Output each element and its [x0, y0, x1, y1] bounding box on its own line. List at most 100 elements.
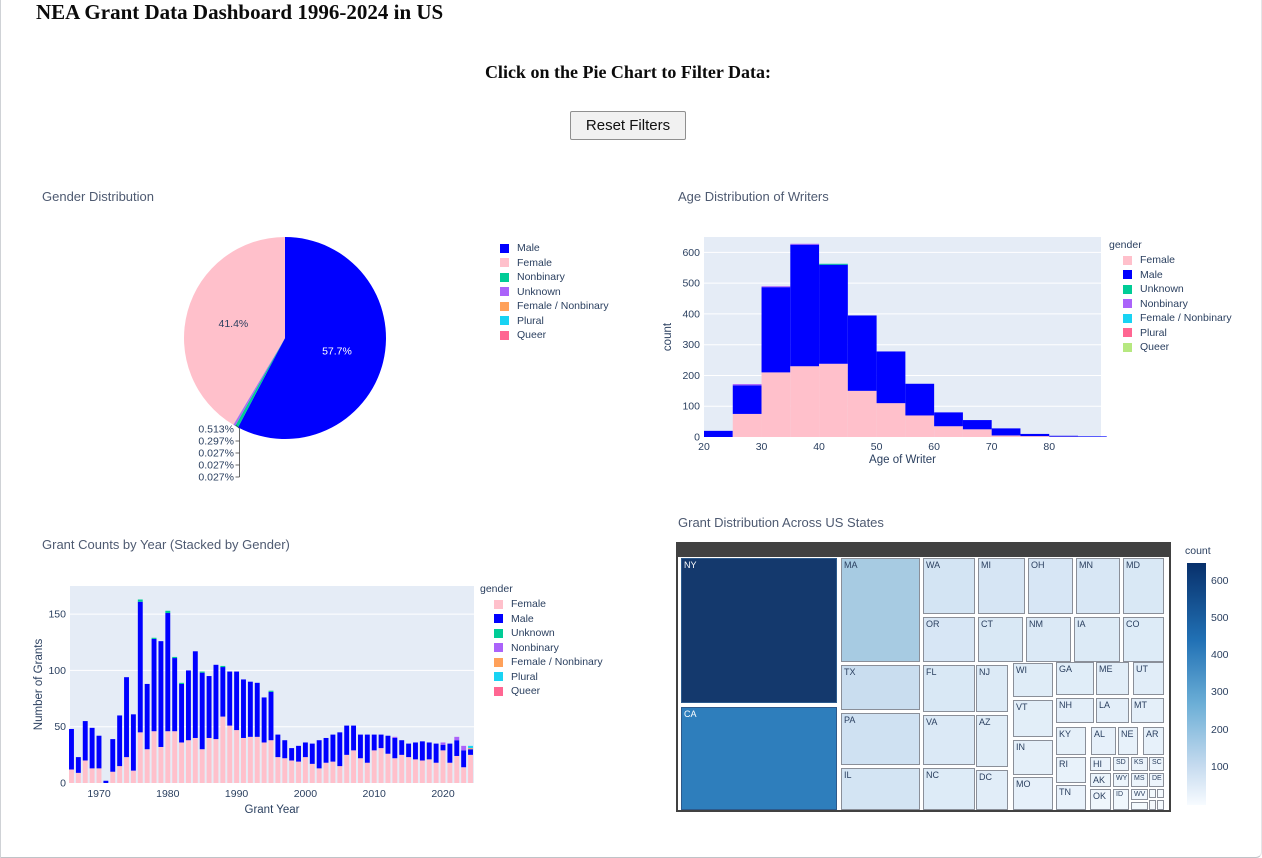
treemap-cell-mo[interactable]: MO	[1013, 777, 1053, 810]
year-legend-item[interactable]: Queer	[480, 684, 603, 699]
treemap-cell-ga[interactable]: GA	[1056, 662, 1094, 695]
age-legend-item[interactable]: Unknown	[1109, 282, 1232, 297]
histogram-bar-segment	[934, 412, 963, 427]
reset-filters-button[interactable]: Reset Filters	[569, 111, 687, 140]
pie-legend-item[interactable]: Female	[486, 256, 609, 271]
pie-slice-unknown[interactable]	[233, 338, 285, 426]
treemap-cell-ok[interactable]: OK	[1090, 789, 1111, 810]
treemap-cell-mt[interactable]: MT	[1131, 698, 1164, 723]
pie-legend-item[interactable]: Plural	[486, 314, 609, 329]
pie-slice-queer[interactable]	[233, 338, 285, 425]
treemap-cell-ny[interactable]: NY	[681, 558, 837, 703]
treemap-cell-dc[interactable]: DC	[976, 770, 1008, 810]
pie-legend-item[interactable]: Unknown	[486, 285, 609, 300]
treemap-cell-wy[interactable]: WY	[1113, 773, 1129, 787]
treemap-cell-vt[interactable]: VT	[1013, 700, 1053, 737]
year-legend-item[interactable]: Unknown	[480, 626, 603, 641]
year-legend-item[interactable]: Plural	[480, 670, 603, 685]
gender-pie-chart[interactable]: 57.7%41.4%0.513%0.297%0.027%0.027%0.027%	[161, 215, 471, 485]
legend-label: Unknown	[1140, 283, 1184, 296]
age-legend-item[interactable]: Nonbinary	[1109, 297, 1232, 312]
treemap-cell-ri[interactable]: RI	[1056, 757, 1086, 783]
pie-slice-nonbinary[interactable]	[235, 338, 285, 428]
treemap-cell-il[interactable]: IL	[841, 768, 920, 810]
treemap-cell-ct[interactable]: CT	[978, 617, 1023, 662]
treemap-cell-ak[interactable]: AK	[1090, 773, 1111, 787]
treemap-cell-pa[interactable]: PA	[841, 713, 920, 765]
year-legend-item[interactable]: Female / Nonbinary	[480, 655, 603, 670]
treemap-cell-small[interactable]	[1131, 802, 1148, 810]
pie-slice-plural[interactable]	[233, 338, 285, 425]
treemap-cell-small[interactable]	[1149, 789, 1156, 798]
pie-legend-item[interactable]: Female / Nonbinary	[486, 299, 609, 314]
year-legend-item[interactable]: Female	[480, 597, 603, 612]
year-legend-item[interactable]: Nonbinary	[480, 641, 603, 656]
age-legend-item[interactable]: Plural	[1109, 326, 1232, 341]
treemap-cell-al[interactable]: AL	[1091, 727, 1116, 755]
treemap-cell-az[interactable]: AZ	[976, 715, 1008, 767]
age-legend-item[interactable]: Female	[1109, 253, 1232, 268]
treemap-cell-small[interactable]	[1157, 789, 1164, 798]
pie-legend-item[interactable]: Queer	[486, 328, 609, 343]
treemap-cell-wi[interactable]: WI	[1013, 663, 1053, 697]
pie-legend-item[interactable]: Male	[486, 241, 609, 256]
year-bar-segment	[151, 638, 157, 732]
treemap-cell-ia[interactable]: IA	[1074, 617, 1120, 662]
treemap-cell-co[interactable]: CO	[1123, 617, 1164, 662]
treemap-cell-id[interactable]: ID	[1113, 789, 1129, 810]
year-bar-segment	[254, 736, 260, 783]
treemap-cell-ut[interactable]: UT	[1133, 662, 1164, 695]
treemap-cell-fl[interactable]: FL	[923, 665, 975, 712]
treemap-cell-ca[interactable]: CA	[681, 707, 837, 810]
histogram-bar-segment	[905, 383, 935, 416]
treemap-cell-nm[interactable]: NM	[1026, 617, 1071, 662]
treemap-cell-nc[interactable]: NC	[923, 768, 975, 810]
treemap-cell-ne[interactable]: NE	[1118, 727, 1138, 755]
treemap-cell-sd[interactable]: SD	[1113, 757, 1129, 771]
age-legend-item[interactable]: Male	[1109, 268, 1232, 283]
colorbar-tick: 600	[1211, 574, 1229, 587]
pie-slice-female[interactable]	[183, 237, 285, 425]
treemap-cell-tx[interactable]: TX	[841, 665, 920, 710]
treemap-cell-ar[interactable]: AR	[1143, 727, 1164, 755]
treemap-cell-nj[interactable]: NJ	[976, 665, 1008, 712]
treemap-root-bar[interactable]	[678, 544, 1169, 557]
pie-legend-item[interactable]: Nonbinary	[486, 270, 609, 285]
treemap-cell-oh[interactable]: OH	[1028, 558, 1073, 614]
treemap-cell-va[interactable]: VA	[923, 715, 975, 765]
treemap-cell-ms[interactable]: MS	[1131, 773, 1148, 787]
pie-slice-male[interactable]	[238, 237, 386, 439]
treemap-cell-md[interactable]: MD	[1123, 558, 1164, 614]
treemap-cell-wv[interactable]: WV	[1131, 789, 1148, 800]
treemap-cell-de[interactable]: DE	[1149, 773, 1164, 787]
year-bar-segment	[151, 731, 157, 783]
year-bar-segment	[302, 742, 308, 758]
age-legend-item[interactable]: Queer	[1109, 340, 1232, 355]
treemap-cell-me[interactable]: ME	[1096, 662, 1129, 695]
treemap-cell-in[interactable]: IN	[1013, 740, 1053, 775]
treemap-cell-ma[interactable]: MA	[841, 558, 920, 662]
treemap-cell-wa[interactable]: WA	[923, 558, 975, 614]
year-bar-segment	[69, 769, 74, 783]
pie-slice-female-nonbinary[interactable]	[233, 338, 285, 425]
treemap-cell-mi[interactable]: MI	[978, 558, 1025, 614]
year-bar-segment	[351, 725, 357, 751]
treemap-cell-nh[interactable]: NH	[1056, 698, 1094, 723]
treemap-cell-ks[interactable]: KS	[1131, 757, 1148, 771]
year-bar-segment	[385, 735, 391, 754]
legend-label: Plural	[517, 314, 544, 327]
histogram-bar-segment	[905, 415, 935, 437]
treemap-cell-hi[interactable]: HI	[1090, 757, 1111, 771]
treemap-cell-tn[interactable]: TN	[1056, 785, 1086, 810]
year-bar-segment	[461, 745, 467, 751]
age-legend-item[interactable]: Female / Nonbinary	[1109, 311, 1232, 326]
year-legend-item[interactable]: Male	[480, 612, 603, 627]
treemap-cell-mn[interactable]: MN	[1076, 558, 1120, 614]
treemap-cell-small[interactable]	[1149, 800, 1156, 810]
treemap-cell-ky[interactable]: KY	[1056, 727, 1086, 755]
treemap-cell-sc[interactable]: SC	[1149, 757, 1164, 771]
treemap-cell-or[interactable]: OR	[923, 617, 975, 662]
year-bar-segment	[385, 753, 391, 783]
treemap-cell-small[interactable]	[1157, 800, 1164, 810]
treemap-cell-la[interactable]: LA	[1096, 698, 1129, 723]
